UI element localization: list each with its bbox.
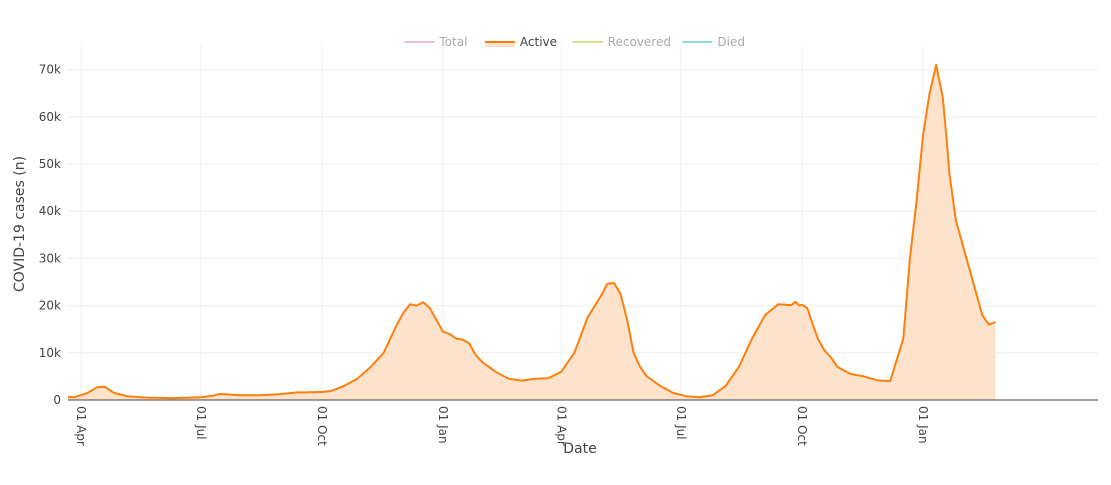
legend-item-died[interactable]: Died — [682, 35, 745, 49]
y-tick-label: 60k — [39, 110, 61, 124]
series-line-active[interactable] — [31, 63, 996, 400]
x-tick-label: 01 Apr — [554, 406, 568, 446]
x-tick-label: 01 Jan — [916, 406, 930, 444]
legend-label: Died — [717, 35, 745, 49]
x-tick-label: 01 Oct — [795, 406, 809, 446]
legend-item-recovered[interactable]: Recovered — [572, 35, 671, 49]
y-tick-label: 30k — [39, 251, 61, 265]
x-tick-label: 01 Jul — [194, 406, 208, 440]
x-axis-title: Date — [563, 441, 596, 457]
legend[interactable]: Total Active Recovered Died — [404, 35, 745, 49]
y-tick-label: 70k — [39, 63, 61, 77]
y-axis-tick-labels: 0 10k 20k 30k 40k 50k 60k 70k — [39, 63, 61, 407]
legend-item-total[interactable]: Total — [404, 35, 467, 49]
y-tick-label: 40k — [39, 204, 61, 218]
x-tick-label: 01 Oct — [315, 406, 329, 446]
y-tick-label: 50k — [39, 157, 61, 171]
x-tick-label: 01 Jul — [674, 406, 688, 440]
legend-label: Recovered — [608, 35, 671, 49]
y-axis-title: COVID-19 cases (n) — [12, 156, 28, 292]
y-tick-label: 20k — [39, 299, 61, 313]
series-area-active — [68, 64, 996, 400]
x-tick-label: 01 Apr — [74, 406, 88, 446]
legend-symbol-active — [484, 41, 515, 47]
x-axis-tick-labels: 01 Apr 01 Jul 01 Oct 01 Jan 01 Apr 01 Jul 01 O… — [74, 406, 930, 446]
legend-label: Active — [520, 35, 557, 49]
legend-label: Total — [438, 35, 467, 49]
legend-item-active[interactable]: Active — [484, 35, 557, 49]
series-layer — [31, 63, 996, 400]
y-gridlines — [68, 69, 1098, 354]
x-tick-label: 01 Jan — [436, 406, 450, 444]
y-tick-label: 10k — [39, 346, 61, 360]
y-tick-label: 0 — [53, 393, 61, 407]
